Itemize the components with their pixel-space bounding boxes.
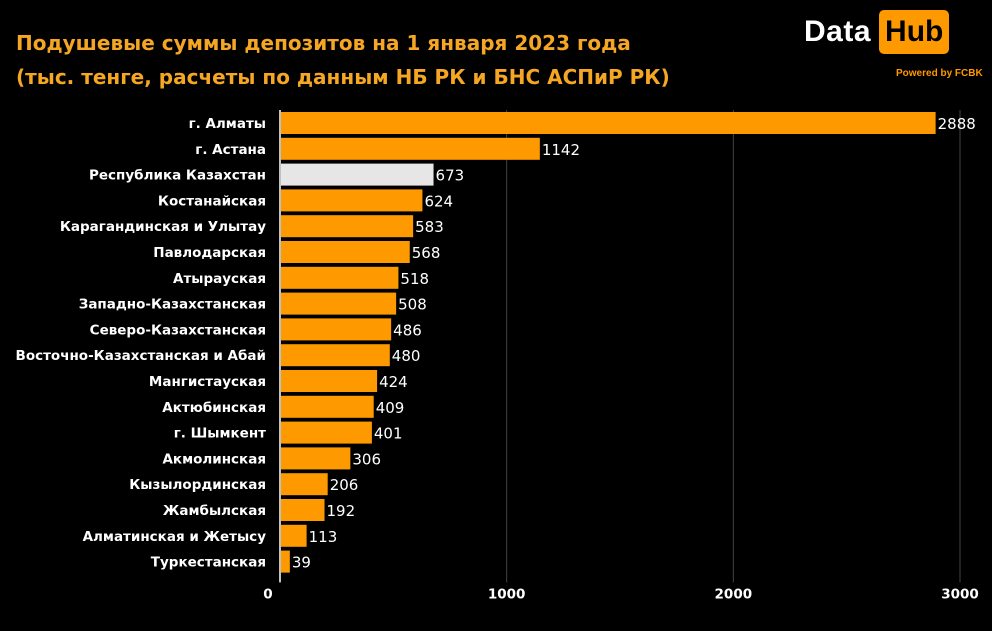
bar-5 (281, 241, 410, 263)
bar-11 (281, 395, 374, 418)
bar-9 (281, 344, 390, 367)
bar-4 (281, 215, 414, 238)
value-label-5: 568 (412, 244, 441, 262)
logo-data-text: Data (804, 15, 872, 48)
category-label-15: Жамбылская (163, 503, 266, 519)
category-label-3: Костанайская (158, 193, 266, 209)
value-label-14: 206 (330, 476, 359, 494)
category-label-7: Западно-Казахстанская (79, 297, 266, 313)
category-label-1: г. Астана (195, 142, 266, 158)
value-label-15: 192 (327, 502, 356, 520)
category-label-9: Восточно-Казахстанская и Абай (16, 348, 266, 364)
bar-15 (281, 499, 325, 521)
value-label-2: 673 (436, 167, 465, 185)
x-tick-label-3000: 3000 (941, 586, 979, 602)
category-label-17: Туркестанская (151, 555, 266, 571)
category-label-10: Мангистауская (149, 374, 266, 390)
category-label-8: Северо-Казахстанская (90, 322, 266, 338)
chart-title-line-2: (тыс. тенге, расчеты по данным НБ РК и Б… (16, 65, 670, 89)
bar-14 (281, 473, 328, 496)
powered-by-text: Powered by FCBK (896, 68, 983, 79)
value-label-10: 424 (379, 373, 408, 391)
bar-3 (281, 189, 423, 212)
category-label-14: Кызылординская (129, 477, 266, 493)
logo-hub-badge: Hub (879, 10, 950, 54)
bar-7 (281, 292, 397, 315)
bar-0 (281, 112, 936, 134)
bar-13 (281, 447, 351, 470)
x-axis-ticks: 0 1000 2000 3000 (263, 586, 978, 602)
category-labels: г. Алматы г. Астана Республика Казахстан Ко… (16, 116, 267, 571)
chart-title: Подушевые суммы депозитов на 1 января 20… (16, 26, 670, 94)
category-label-13: Акмолинская (162, 451, 266, 467)
bar-6 (281, 266, 399, 289)
bar-12 (281, 421, 372, 444)
value-label-17: 39 (292, 554, 311, 572)
value-label-4: 583 (415, 218, 444, 236)
category-label-11: Актюбинская (162, 400, 266, 416)
value-label-13: 306 (352, 450, 381, 468)
value-label-12: 401 (374, 425, 403, 443)
value-label-6: 518 (400, 270, 429, 288)
category-label-16: Алматинская и Жетысу (83, 529, 267, 545)
datahub-logo: Data Hub (804, 10, 950, 54)
value-label-3: 624 (424, 192, 453, 210)
category-label-12: г. Шымкент (174, 426, 266, 442)
bar-1 (281, 137, 540, 160)
value-label-7: 508 (398, 296, 427, 314)
category-label-5: Павлодарская (153, 245, 266, 261)
bar-2 (281, 163, 434, 186)
bar-10 (281, 370, 378, 392)
category-label-4: Карагандинская и Улытау (60, 219, 266, 235)
x-tick-label-1000: 1000 (488, 586, 526, 602)
value-label-9: 480 (392, 347, 421, 365)
grid-lines (279, 110, 961, 583)
value-label-11: 409 (376, 399, 405, 417)
chart-title-line-1: Подушевые суммы депозитов на 1 января 20… (16, 31, 631, 55)
x-tick-label-2000: 2000 (715, 586, 753, 602)
bars (281, 112, 936, 573)
bar-16 (281, 524, 307, 547)
value-label-1: 1142 (542, 141, 580, 159)
bar-17 (281, 550, 290, 573)
value-label-0: 2888 (938, 115, 976, 133)
x-tick-label-0: 0 (263, 586, 272, 602)
category-label-0: г. Алматы (189, 116, 266, 132)
category-label-6: Атырауская (173, 271, 266, 287)
value-labels: 2888 1142 673 624 583 568 518 508 486 480 424 409 40… (292, 115, 976, 572)
category-label-2: Республика Казахстан (89, 168, 266, 184)
value-label-8: 486 (393, 321, 422, 339)
value-label-16: 113 (309, 528, 338, 546)
bar-8 (281, 318, 392, 341)
